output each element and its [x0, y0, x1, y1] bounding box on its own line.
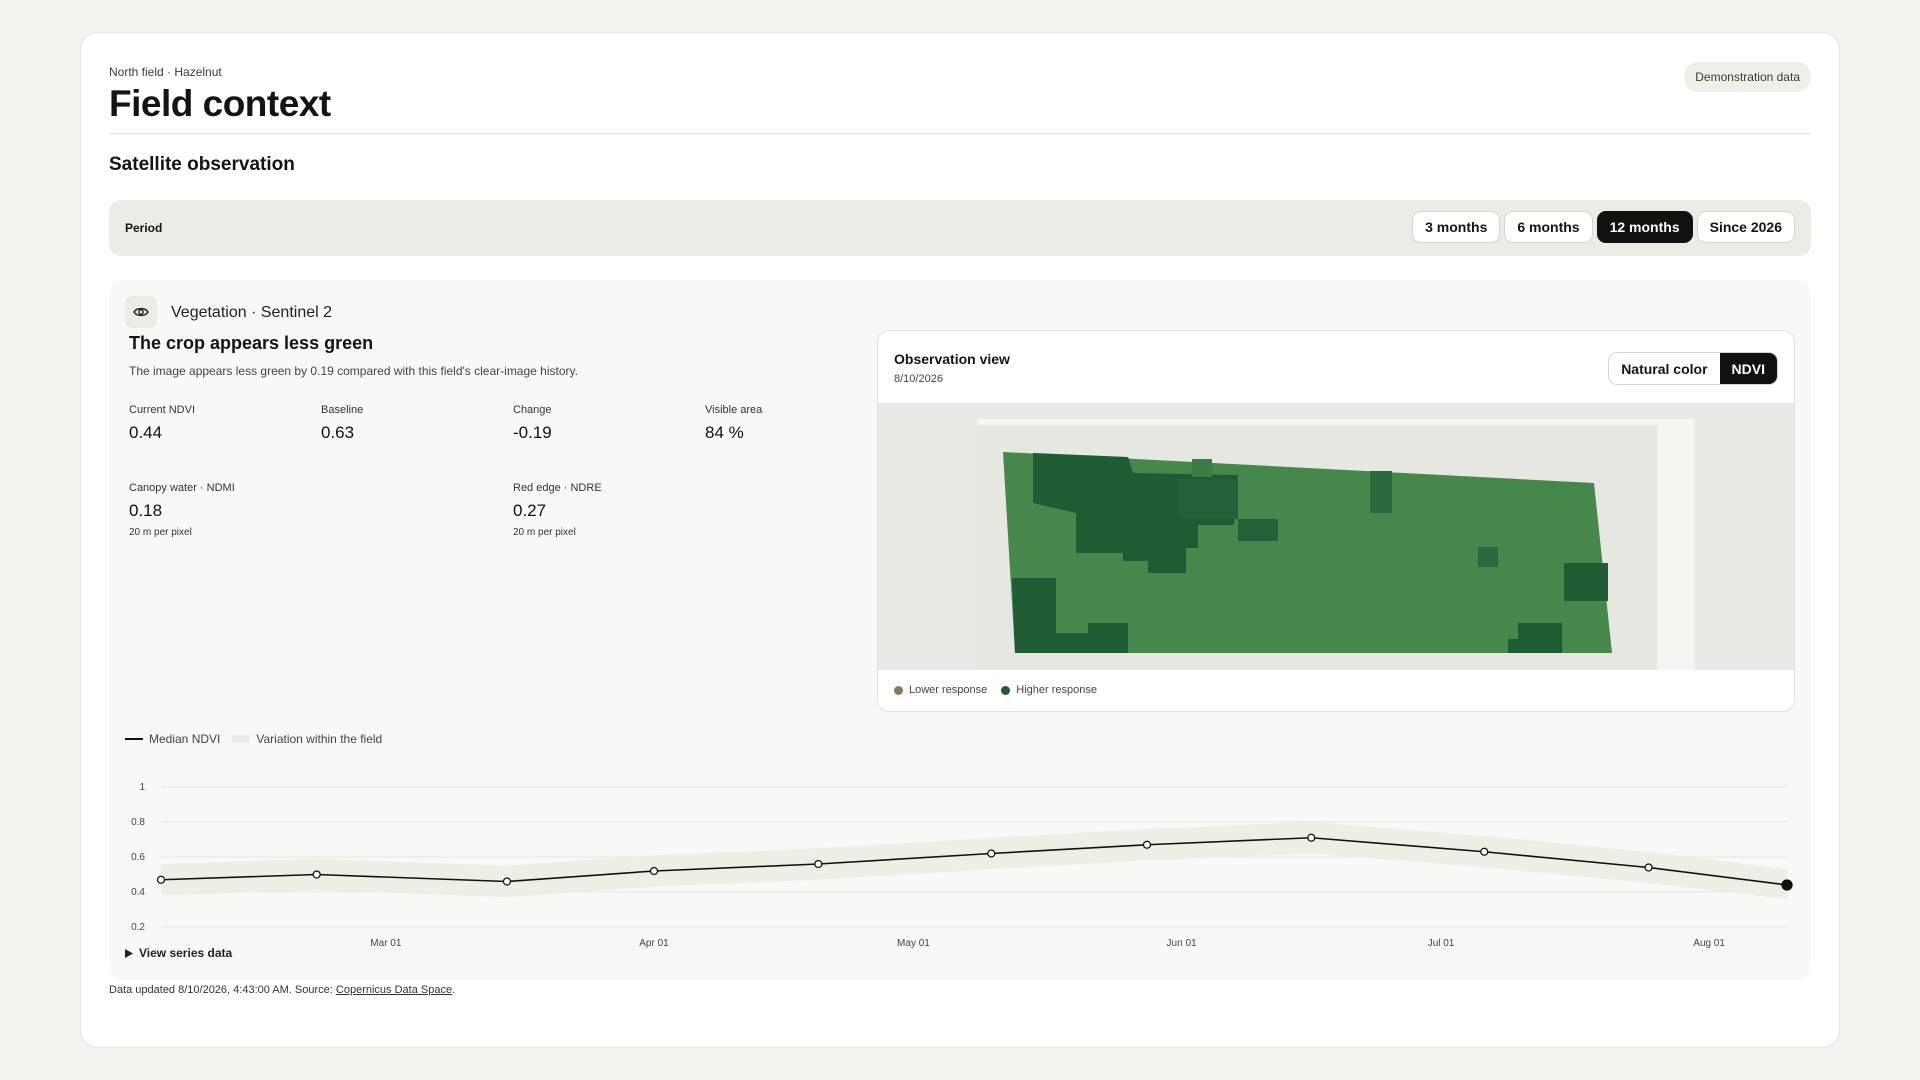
metric-ndre: Red edge · NDRE 0.27 20 m per pixel [513, 482, 602, 538]
eye-icon [125, 296, 157, 328]
metric-value: 0.18 [129, 501, 163, 520]
period-since-2026-button[interactable]: Since 2026 [1696, 211, 1795, 243]
field-context-card: North field · Hazelnut Field context Dem… [80, 32, 1840, 1048]
y-tick-label: 0.4 [131, 887, 145, 898]
y-tick-label: 0.2 [131, 922, 145, 933]
vegetation-summary: The image appears less green by 0.19 com… [129, 364, 578, 378]
legend-median-ndvi: Median NDVI [125, 732, 220, 746]
period-options: 3 months 6 months 12 months Since 2026 [1412, 211, 1795, 243]
chart-legend: Median NDVI Variation within the field [125, 732, 382, 746]
sensor-label: Vegetation · Sentinel 2 [171, 304, 333, 321]
metric-change: Change -0.19 [513, 404, 552, 443]
legend-label: Median NDVI [149, 732, 221, 746]
metric-value: -0.19 [513, 423, 552, 442]
metric-current-ndvi: Current NDVI 0.44 [129, 404, 195, 443]
legend-lower-response: Lower response [894, 684, 987, 696]
y-tick-label: 0.6 [131, 852, 145, 863]
legend-higher-response: Higher response [1001, 684, 1097, 696]
data-point [312, 870, 321, 879]
metric-label: Baseline [321, 404, 364, 416]
ndvi-time-series-chart: 1 0.8 0.6 0.4 0.2 Mar 01 Apr 01 May 01 Jun 01 Jul… [131, 782, 1793, 949]
period-3-months-button[interactable]: 3 months [1412, 211, 1501, 243]
data-point [502, 877, 512, 886]
section-title: Satellite observation [109, 154, 295, 175]
disclosure-triangle-icon [125, 948, 133, 958]
metric-label: Current NDVI [129, 404, 196, 416]
metric-label: Visible area [705, 404, 763, 416]
variation-band [161, 822, 1787, 899]
period-label: Period [125, 221, 163, 235]
legend-label: Lower response [909, 684, 988, 696]
data-point [1142, 840, 1152, 849]
y-tick-label: 0.8 [131, 817, 145, 828]
footer-end: . [452, 984, 456, 996]
legend-label: Higher response [1016, 684, 1097, 696]
metric-visible-area: Visible area 84 % [705, 404, 762, 443]
legend-label: Variation within the field [256, 732, 383, 746]
title-divider [109, 133, 1811, 134]
data-point [1307, 833, 1316, 842]
x-tick-label: Apr 01 [639, 938, 669, 949]
copernicus-link[interactable]: Copernicus Data Space [335, 984, 453, 996]
median-line-swatch [125, 738, 143, 740]
map-legend: Lower response Higher response [894, 684, 1097, 696]
page-title: Field context [109, 83, 331, 124]
metric-value: 0.44 [129, 423, 163, 442]
footer-note: Data updated 8/10/2026, 4:43:00 AM. Sour… [109, 984, 455, 996]
lower-response-swatch [894, 685, 903, 695]
data-point [814, 859, 823, 869]
series-toggle-label: View series data [139, 946, 233, 960]
metric-label: Red edge · NDRE [513, 482, 602, 494]
breadcrumb: North field · Hazelnut [109, 65, 222, 79]
metric-label: Change [513, 404, 552, 416]
view-series-data-toggle[interactable]: View series data [125, 946, 232, 960]
ndvi-button[interactable]: NDVI [1719, 353, 1777, 384]
field-raster [977, 419, 1695, 670]
demo-data-badge: Demonstration data [1684, 62, 1811, 92]
data-point [987, 849, 996, 858]
metric-label: Canopy water · NDMI [129, 482, 235, 494]
ndvi-map-image [878, 403, 1794, 670]
metric-value: 0.27 [513, 501, 547, 520]
metric-baseline: Baseline 0.63 [321, 404, 363, 443]
period-6-months-button[interactable]: 6 months [1504, 211, 1593, 243]
data-point [1480, 847, 1489, 856]
data-point [1644, 863, 1653, 872]
observation-date: 8/10/2026 [894, 373, 943, 385]
view-mode-toggle: Natural color NDVI [1608, 352, 1778, 385]
x-tick-label: Mar 01 [370, 938, 402, 949]
variation-band-swatch [232, 735, 251, 743]
y-tick-label: 1 [139, 782, 145, 793]
x-tick-label: Aug 01 [1693, 938, 1725, 949]
legend-variation: Variation within the field [232, 732, 382, 746]
metric-value: 84 % [705, 423, 744, 442]
natural-color-button[interactable]: Natural color [1609, 353, 1720, 384]
observation-view-card: Observation view 8/10/2026 Natural color… [877, 330, 1795, 712]
higher-response-swatch [1001, 685, 1011, 695]
metric-value: 0.63 [321, 423, 355, 442]
data-point [1781, 879, 1793, 891]
metric-resolution: 20 m per pixel [129, 527, 192, 538]
observation-title: Observation view [894, 351, 1010, 367]
x-tick-label: Jun 01 [1167, 938, 1197, 949]
period-12-months-button[interactable]: 12 months [1596, 211, 1693, 243]
period-selector-bar: Period 3 months 6 months 12 months Since… [109, 200, 1811, 256]
vegetation-panel: Vegetation · Sentinel 2 The crop appears… [109, 280, 1811, 980]
footer-text: Data updated 8/10/2026, 4:43:00 AM. Sour… [109, 984, 336, 996]
x-tick-label: May 01 [897, 938, 930, 949]
metric-ndmi: Canopy water · NDMI 0.18 20 m per pixel [129, 482, 235, 538]
x-tick-label: Jul 01 [1428, 938, 1455, 949]
vegetation-headline: The crop appears less green [129, 333, 374, 353]
data-point [649, 866, 659, 876]
data-point [156, 875, 166, 884]
metric-resolution: 20 m per pixel [513, 527, 576, 538]
